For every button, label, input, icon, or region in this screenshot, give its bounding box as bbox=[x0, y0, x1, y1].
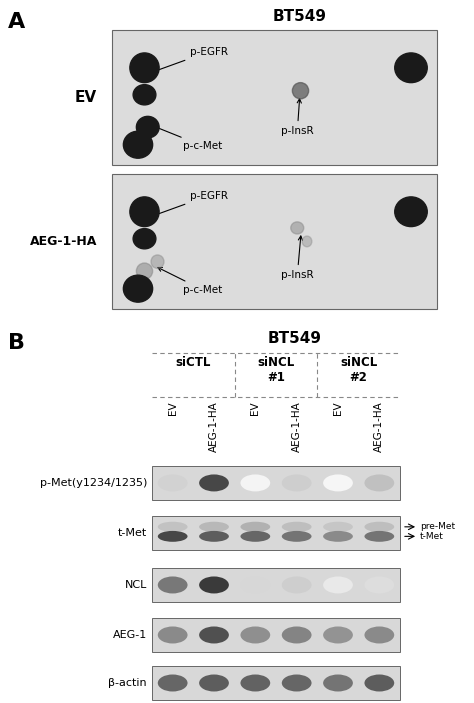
Ellipse shape bbox=[282, 522, 311, 532]
Text: EV: EV bbox=[250, 401, 260, 415]
Ellipse shape bbox=[282, 475, 311, 491]
Bar bbox=[152, 516, 400, 550]
Text: A: A bbox=[8, 12, 25, 32]
Ellipse shape bbox=[158, 531, 188, 542]
Ellipse shape bbox=[302, 236, 312, 247]
Ellipse shape bbox=[158, 475, 188, 491]
Ellipse shape bbox=[240, 674, 270, 692]
Ellipse shape bbox=[365, 522, 394, 532]
Ellipse shape bbox=[199, 674, 229, 692]
Text: p-c-Met: p-c-Met bbox=[153, 126, 223, 151]
Ellipse shape bbox=[240, 531, 270, 542]
Ellipse shape bbox=[323, 475, 353, 491]
Ellipse shape bbox=[199, 522, 229, 532]
Bar bbox=[112, 30, 437, 165]
Text: EV: EV bbox=[168, 401, 178, 415]
Text: AEG-1: AEG-1 bbox=[113, 630, 147, 640]
Ellipse shape bbox=[123, 275, 153, 302]
Text: AEG-1-HA: AEG-1-HA bbox=[209, 401, 219, 451]
Ellipse shape bbox=[137, 263, 153, 279]
Ellipse shape bbox=[123, 131, 153, 158]
Ellipse shape bbox=[240, 475, 270, 491]
Ellipse shape bbox=[151, 255, 164, 269]
Ellipse shape bbox=[323, 522, 353, 532]
Text: EV: EV bbox=[333, 401, 343, 415]
Text: p-InsR: p-InsR bbox=[281, 236, 314, 280]
Ellipse shape bbox=[158, 522, 188, 532]
Ellipse shape bbox=[395, 197, 427, 226]
Text: β-actin: β-actin bbox=[109, 678, 147, 688]
Text: siCTL: siCTL bbox=[176, 356, 211, 369]
Ellipse shape bbox=[292, 83, 309, 99]
Ellipse shape bbox=[395, 53, 427, 83]
Ellipse shape bbox=[365, 576, 394, 593]
Text: BT549: BT549 bbox=[268, 331, 322, 346]
Text: p-Met(y1234/1235): p-Met(y1234/1235) bbox=[40, 478, 147, 488]
Ellipse shape bbox=[199, 475, 229, 491]
Ellipse shape bbox=[323, 576, 353, 593]
Text: p-EGFR: p-EGFR bbox=[153, 46, 228, 72]
Text: p-EGFR: p-EGFR bbox=[153, 191, 228, 217]
Ellipse shape bbox=[365, 674, 394, 692]
Ellipse shape bbox=[133, 84, 156, 105]
Ellipse shape bbox=[240, 576, 270, 593]
Text: EV: EV bbox=[75, 90, 97, 105]
Ellipse shape bbox=[365, 531, 394, 542]
Text: AEG-1-HA: AEG-1-HA bbox=[374, 401, 384, 451]
Ellipse shape bbox=[323, 674, 353, 692]
Text: t-Met: t-Met bbox=[118, 528, 147, 538]
Ellipse shape bbox=[137, 117, 159, 138]
Text: BT549: BT549 bbox=[273, 9, 327, 24]
Ellipse shape bbox=[240, 626, 270, 643]
Ellipse shape bbox=[130, 53, 159, 83]
Text: NCL: NCL bbox=[125, 580, 147, 590]
Ellipse shape bbox=[199, 531, 229, 542]
Ellipse shape bbox=[158, 576, 188, 593]
Ellipse shape bbox=[282, 626, 311, 643]
Ellipse shape bbox=[199, 576, 229, 593]
Ellipse shape bbox=[282, 576, 311, 593]
Ellipse shape bbox=[199, 626, 229, 643]
Text: siNCL
#1: siNCL #1 bbox=[257, 356, 295, 384]
Ellipse shape bbox=[365, 475, 394, 491]
Text: AEG-1-HA: AEG-1-HA bbox=[29, 235, 97, 248]
Ellipse shape bbox=[365, 626, 394, 643]
Text: p-c-Met: p-c-Met bbox=[158, 268, 223, 295]
Ellipse shape bbox=[240, 522, 270, 532]
Ellipse shape bbox=[282, 531, 311, 542]
Ellipse shape bbox=[291, 222, 304, 234]
Text: B: B bbox=[8, 333, 25, 353]
Bar bbox=[112, 174, 437, 309]
Ellipse shape bbox=[323, 531, 353, 542]
Ellipse shape bbox=[323, 626, 353, 643]
Ellipse shape bbox=[133, 228, 156, 249]
Bar bbox=[152, 466, 400, 500]
Ellipse shape bbox=[130, 197, 159, 226]
Text: t-Met: t-Met bbox=[420, 532, 444, 541]
Text: AEG-1-HA: AEG-1-HA bbox=[292, 401, 301, 451]
Bar bbox=[152, 618, 400, 652]
Text: siNCL
#2: siNCL #2 bbox=[340, 356, 377, 384]
Text: pre-Met: pre-Met bbox=[420, 522, 455, 531]
Ellipse shape bbox=[158, 626, 188, 643]
Ellipse shape bbox=[158, 674, 188, 692]
Bar bbox=[152, 666, 400, 700]
Text: p-InsR: p-InsR bbox=[281, 99, 314, 136]
Ellipse shape bbox=[282, 674, 311, 692]
Bar bbox=[152, 568, 400, 602]
